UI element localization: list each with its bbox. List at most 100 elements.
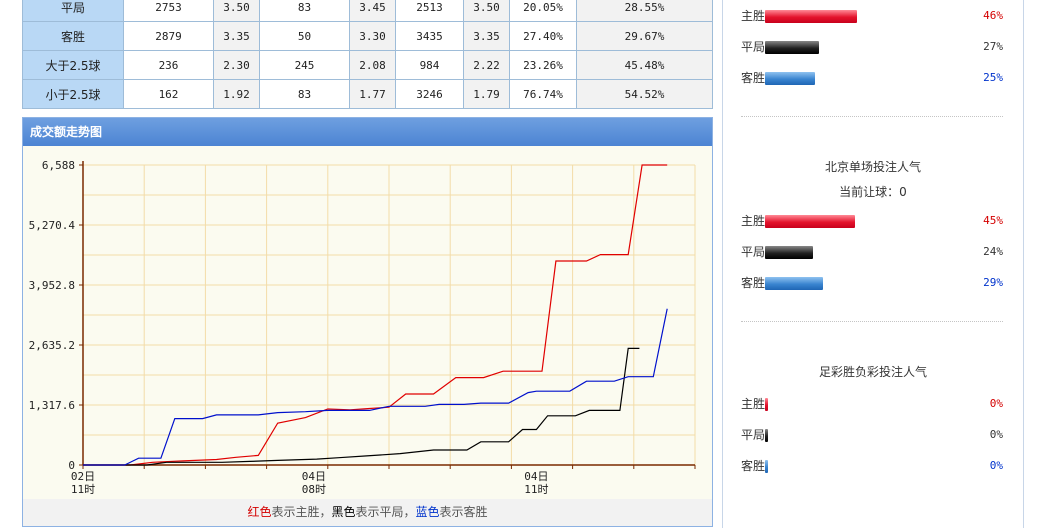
- popularity-row-home: 主胜 45%: [741, 213, 1003, 229]
- chart-legend-note: 红色表示主胜，黑色表示平局，蓝色表示客胜: [23, 499, 712, 526]
- row-label: 平局: [22, 0, 124, 22]
- table-row: 小于2.5球 162 1.92 83 1.77 3246 1.79 76.74%…: [22, 79, 713, 109]
- panel-title: 成交额走势图: [23, 118, 712, 146]
- x-tick-label: 04日: [524, 470, 548, 483]
- row-percent: 25%: [983, 71, 1003, 84]
- popularity-row-away: 客胜 0%: [741, 458, 1003, 474]
- table-cell: 76.74%: [509, 79, 577, 109]
- divider: [741, 116, 1003, 117]
- row-percent: 0%: [989, 428, 1003, 441]
- section-title: 足彩胜负彩投注人气: [818, 365, 927, 379]
- popularity-row-home: 主胜 0%: [741, 396, 1003, 412]
- x-tick-label: 08时: [302, 483, 326, 496]
- table-cell: 3.35: [213, 21, 260, 51]
- table-cell: 83: [259, 0, 350, 22]
- row-percent: 24%: [983, 245, 1003, 258]
- table-cell: 3435: [395, 21, 464, 51]
- row-label: 平局: [741, 428, 766, 442]
- row-label: 大于2.5球: [22, 50, 124, 80]
- row-label: 客胜: [741, 276, 766, 290]
- popularity-bar: [765, 72, 815, 85]
- table-cell: 1.79: [463, 79, 510, 109]
- table-cell: 984: [395, 50, 464, 80]
- row-label: 客胜: [741, 71, 766, 85]
- popularity-bar: [765, 429, 768, 442]
- series-line: [83, 164, 668, 466]
- popularity-bar: [765, 41, 819, 54]
- section-subtitle: 当前让球：0: [839, 185, 907, 199]
- legend-blue-text: 表示客胜: [439, 505, 488, 519]
- table-cell: 2.22: [463, 50, 510, 80]
- table-cell: 2.30: [213, 50, 260, 80]
- table-cell: 27.40%: [509, 21, 577, 51]
- table-cell: 3246: [395, 79, 464, 109]
- row-label: 平局: [741, 40, 766, 54]
- legend-black-text: 表示平局，: [355, 505, 416, 519]
- popularity-row-draw: 平局 27%: [741, 39, 1003, 55]
- row-label: 客胜: [741, 459, 766, 473]
- y-tick-label: 6,588: [42, 159, 75, 172]
- table-cell: 1.92: [213, 79, 260, 109]
- table-row: 平局 2753 3.50 83 3.45 2513 3.50 20.05% 28…: [22, 0, 713, 22]
- row-percent: 45%: [983, 214, 1003, 227]
- table-cell: 20.05%: [509, 0, 577, 22]
- popularity-row-home: 主胜 46%: [741, 8, 1003, 24]
- y-tick-label: 5,270.4: [29, 219, 76, 232]
- turnover-trend-chart: 01,317.62,635.23,952.85,270.46,58802日11时…: [29, 159, 696, 496]
- x-tick-label: 11时: [524, 483, 548, 496]
- series-line: [83, 308, 668, 466]
- legend-black-word: 黑色: [331, 505, 356, 519]
- row-label: 客胜: [22, 21, 124, 51]
- table-cell: 3.50: [463, 0, 510, 22]
- legend-blue-word: 蓝色: [415, 505, 440, 519]
- table-cell: 2513: [395, 0, 464, 22]
- popularity-row-away: 客胜 29%: [741, 275, 1003, 291]
- table-cell: 3.35: [463, 21, 510, 51]
- row-percent: 29%: [983, 276, 1003, 289]
- divider: [741, 321, 1003, 322]
- table-cell: 50: [259, 21, 350, 51]
- y-tick-label: 3,952.8: [29, 279, 75, 292]
- popularity-row-draw: 平局 0%: [741, 427, 1003, 443]
- turnover-trend-panel: 成交额走势图 0 1,317.6 2,635.2 3,952.8 5,270.4 6,58…: [22, 117, 713, 527]
- popularity-row-draw: 平局 24%: [741, 244, 1003, 260]
- table-cell: 245: [259, 50, 350, 80]
- row-label: 主胜: [741, 214, 766, 228]
- table-cell: 3.30: [349, 21, 396, 51]
- row-label: 主胜: [741, 397, 766, 411]
- x-tick-label: 11时: [71, 483, 95, 496]
- table-cell: 2.08: [349, 50, 396, 80]
- table-cell: 2753: [123, 0, 214, 22]
- popularity-bar: [765, 10, 857, 23]
- table-cell: 83: [259, 79, 350, 109]
- table-cell: 3.45: [349, 0, 396, 22]
- row-percent: 0%: [989, 459, 1003, 472]
- table-cell: 3.50: [213, 0, 260, 22]
- section-title: 北京单场投注人气: [824, 160, 921, 174]
- y-tick-label: 0: [68, 459, 75, 472]
- popularity-bar: [765, 398, 768, 411]
- table-cell: 2879: [123, 21, 214, 51]
- popularity-bar: [765, 246, 813, 259]
- row-label: 主胜: [741, 9, 766, 23]
- row-label: 平局: [741, 245, 766, 259]
- table-cell: 23.26%: [509, 50, 577, 80]
- row-percent: 27%: [983, 40, 1003, 53]
- x-tick-label: 04日: [302, 470, 326, 483]
- x-tick-label: 02日: [71, 470, 95, 483]
- popularity-bar: [765, 215, 855, 228]
- table-cell: 236: [123, 50, 214, 80]
- y-tick-label: 2,635.2: [29, 339, 75, 352]
- table-cell: 29.67%: [576, 21, 713, 51]
- odds-stats-table: 平局 2753 3.50 83 3.45 2513 3.50 20.05% 28…: [22, 0, 713, 109]
- row-percent: 0%: [989, 397, 1003, 410]
- series-line: [83, 347, 640, 466]
- y-tick-label: 1,317.6: [29, 399, 75, 412]
- popularity-row-away: 客胜 25%: [741, 70, 1003, 86]
- table-cell: 28.55%: [576, 0, 713, 22]
- table-row: 大于2.5球 236 2.30 245 2.08 984 2.22 23.26%…: [22, 50, 713, 80]
- popularity-sidebar: 主胜 46% 平局 27% 客胜 25% 北京单场投注人气 当前让球：0 主胜 …: [722, 0, 1024, 528]
- table-cell: 45.48%: [576, 50, 713, 80]
- legend-red-text: 表示主胜，: [271, 505, 332, 519]
- legend-red-word: 红色: [247, 505, 272, 519]
